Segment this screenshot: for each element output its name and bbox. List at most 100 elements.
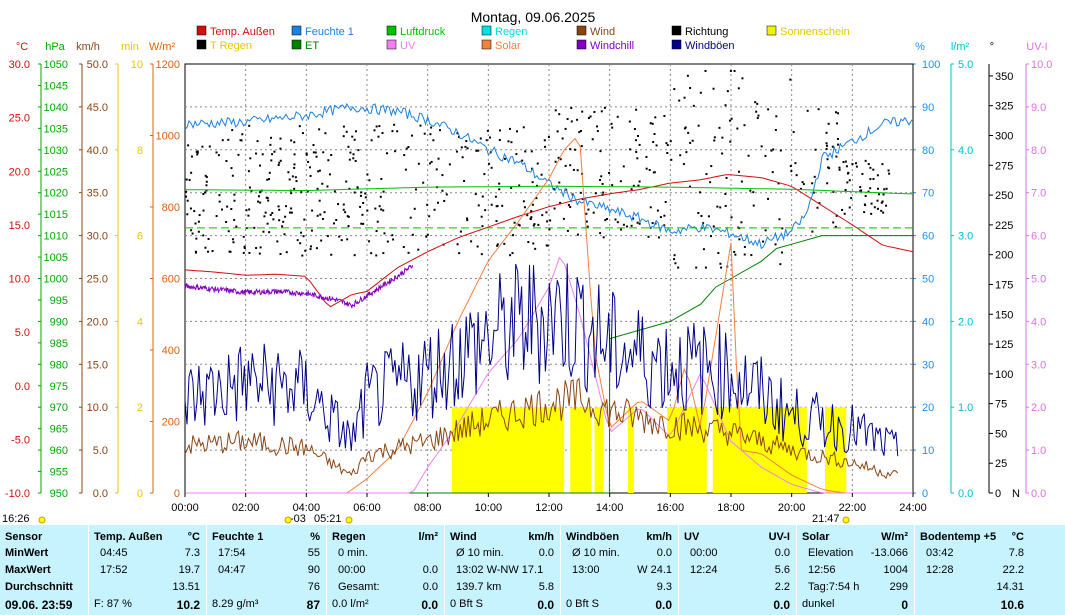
- direction-dot: [531, 181, 534, 184]
- direction-dot: [712, 87, 715, 90]
- direction-dot: [262, 230, 265, 233]
- direction-dot: [278, 208, 281, 211]
- direction-dot: [859, 189, 862, 192]
- direction-dot: [720, 266, 723, 269]
- direction-dot: [730, 117, 733, 120]
- direction-dot: [817, 108, 820, 111]
- direction-dot: [825, 131, 828, 134]
- direction-dot: [552, 187, 555, 190]
- direction-dot: [534, 247, 537, 250]
- direction-dot: [323, 211, 326, 214]
- direction-dot: [569, 148, 572, 151]
- direction-dot: [247, 214, 250, 217]
- table-value: 19.7: [178, 564, 200, 576]
- direction-dot: [633, 128, 636, 131]
- direction-dot: [831, 145, 834, 148]
- lm2-axis-tick: 5.0: [958, 59, 973, 71]
- direction-dot: [622, 223, 625, 226]
- direction-dot: [333, 222, 336, 225]
- direction-dot: [354, 130, 357, 133]
- direction-dot: [747, 154, 750, 157]
- direction-dot: [190, 229, 193, 232]
- direction-dot: [318, 199, 321, 202]
- table-unit: %: [310, 531, 320, 543]
- x-tick-label: 12:00: [535, 502, 563, 514]
- direction-dot: [383, 232, 386, 235]
- direction-dot: [298, 125, 301, 128]
- uvi-axis-tick: 10.0: [1031, 59, 1052, 71]
- uvi-axis-tick: 4.0: [1031, 316, 1046, 328]
- direction-dot: [740, 180, 743, 183]
- direction-dot: [433, 208, 436, 211]
- direction-dot: [414, 188, 417, 191]
- x-tick-label: 16:00: [657, 502, 685, 514]
- direction-dot: [264, 211, 267, 214]
- direction-dot: [801, 181, 804, 184]
- hpa-axis-tick: 1015: [44, 209, 68, 221]
- direction-dot: [250, 189, 253, 192]
- direction-dot: [569, 164, 572, 167]
- direction-dot: [511, 252, 514, 255]
- temp-axis-tick: 20.0: [9, 166, 30, 178]
- direction-dot: [368, 240, 371, 243]
- table-cell: Gesamt:: [338, 581, 380, 593]
- table-header: Solar: [802, 531, 830, 543]
- direction-dot: [470, 240, 473, 243]
- direction-dot: [460, 146, 463, 149]
- direction-dot: [197, 230, 200, 233]
- direction-dot: [233, 218, 236, 221]
- direction-dot: [196, 150, 199, 153]
- table-footer-value: 0.0: [537, 598, 554, 612]
- uvi-axis-tick: 9.0: [1031, 102, 1046, 114]
- direction-dot: [845, 165, 848, 168]
- x-tick-label: 02:00: [232, 502, 260, 514]
- direction-dot: [321, 182, 324, 185]
- deg-axis-tick: 100: [995, 369, 1013, 381]
- direction-dot: [581, 110, 584, 113]
- direction-dot: [349, 151, 352, 154]
- direction-dot: [459, 230, 462, 233]
- direction-dot: [811, 230, 814, 233]
- direction-dot: [665, 142, 668, 145]
- direction-dot: [885, 204, 888, 207]
- direction-dot: [628, 120, 631, 123]
- direction-dot: [600, 175, 603, 178]
- direction-dot: [496, 244, 499, 247]
- table-value: 22.2: [1002, 564, 1024, 576]
- legend-label: Richtung: [685, 26, 728, 38]
- legend: Temp. Außen Feuchte 1 Luftdruck Regen Wind Ri…: [196, 25, 850, 52]
- direction-dot: [375, 125, 378, 128]
- direction-dot: [775, 115, 778, 118]
- direction-dot: [496, 205, 499, 208]
- direction-dot: [375, 230, 378, 233]
- hpa-axis-tick: 970: [50, 402, 68, 414]
- table-value: 2.2: [774, 581, 790, 593]
- direction-dot: [828, 167, 831, 170]
- direction-dot: [308, 166, 311, 169]
- direction-dot: [729, 69, 732, 72]
- legend-swatch: [386, 25, 397, 36]
- direction-dot: [657, 236, 660, 239]
- direction-dot: [573, 148, 576, 151]
- direction-dot: [507, 140, 510, 143]
- direction-dot: [353, 254, 356, 257]
- table-cell: 13:02 W-NW 17.1: [456, 564, 544, 576]
- direction-dot: [741, 77, 744, 80]
- direction-dot: [185, 178, 188, 181]
- direction-dot: [702, 248, 705, 251]
- direction-dot: [501, 204, 504, 207]
- direction-dot: [752, 191, 755, 194]
- direction-dot: [673, 254, 676, 257]
- direction-dot: [654, 116, 657, 119]
- direction-dot: [445, 193, 448, 196]
- direction-dot: [253, 226, 256, 229]
- direction-dot: [648, 168, 651, 171]
- legend-swatch: [386, 39, 397, 50]
- direction-dot: [391, 130, 394, 133]
- direction-dot: [263, 215, 266, 218]
- table-value: 13.51: [172, 581, 200, 593]
- direction-dot: [267, 199, 270, 202]
- direction-dot: [710, 235, 713, 238]
- direction-dot: [679, 154, 682, 157]
- direction-dot: [880, 209, 883, 212]
